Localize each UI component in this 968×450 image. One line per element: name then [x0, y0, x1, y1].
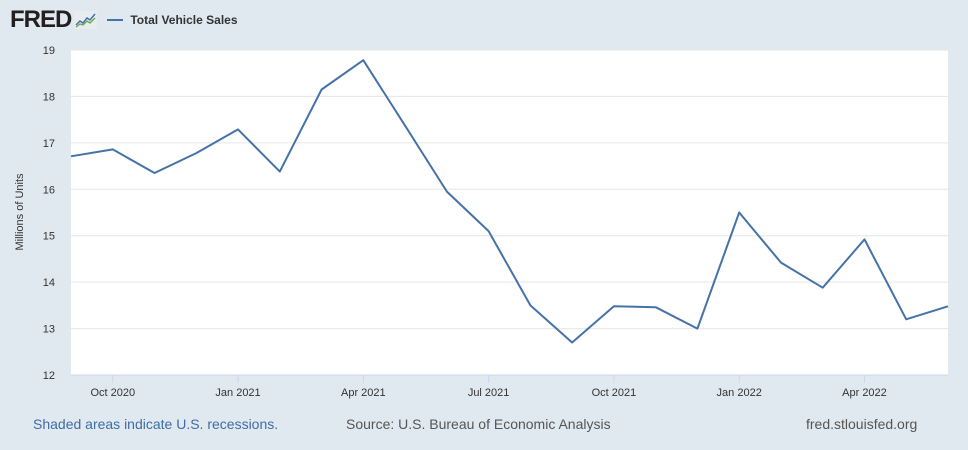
recession-note-link[interactable]: Shaded areas indicate U.S. recessions.: [33, 416, 279, 432]
y-tick-label: 13: [43, 324, 55, 336]
x-tick-label: Jan 2022: [717, 387, 762, 399]
y-tick-label: 19: [43, 45, 55, 57]
y-tick-label: 14: [43, 277, 55, 289]
gridlines: [71, 49, 948, 376]
y-tick-label: 16: [43, 184, 55, 196]
line-chart[interactable]: 12 13 14 15 16 17 18 19 Oct 2020 Jan 2021 Apr 202…: [0, 0, 968, 410]
chart-header: FRED Total Vehicle Sales: [10, 6, 238, 34]
x-tick-label: Oct 2021: [592, 387, 637, 399]
x-tick-label: Apr 2021: [341, 387, 386, 399]
y-axis-ticks: 12 13 14 15 16 17 18 19: [43, 45, 55, 382]
legend-line-swatch: [107, 19, 124, 21]
site-link[interactable]: fred.stlouisfed.org: [806, 416, 918, 432]
legend-label: Total Vehicle Sales: [130, 13, 238, 27]
y-tick-label: 17: [43, 138, 55, 150]
chart-legend[interactable]: Total Vehicle Sales: [107, 13, 238, 27]
y-tick-label: 18: [43, 91, 55, 103]
x-tick-label: Oct 2020: [90, 387, 135, 399]
x-axis-ticks: Oct 2020 Jan 2021 Apr 2021 Jul 2021 Oct 2021…: [90, 375, 887, 399]
series-line: [70, 59, 949, 344]
fred-logo[interactable]: FRED: [10, 6, 72, 33]
x-tick-label: Jul 2021: [468, 387, 510, 399]
x-tick-label: Jan 2021: [215, 387, 260, 399]
fred-chart-icon: [74, 11, 98, 29]
y-tick-label: 15: [43, 231, 55, 243]
y-tick-label: 12: [43, 370, 55, 382]
plot-area: [71, 50, 948, 375]
x-tick-label: Apr 2022: [842, 387, 887, 399]
y-axis-label: Millions of Units: [14, 173, 26, 251]
source-text: Source: U.S. Bureau of Economic Analysis: [346, 416, 611, 432]
